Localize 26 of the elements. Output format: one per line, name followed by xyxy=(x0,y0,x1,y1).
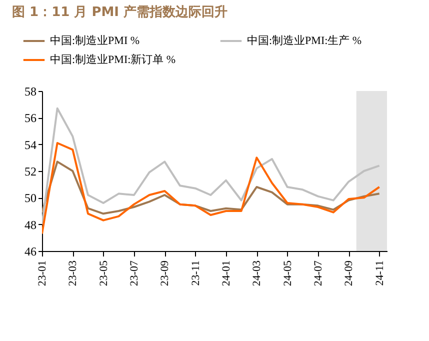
x-tick-label: 23-05 xyxy=(98,260,110,286)
x-tick-label: 24-03 xyxy=(251,260,264,286)
y-tick-label: 48 xyxy=(24,218,36,232)
legend-label: 中国:制造业PMI:新订单 % xyxy=(50,53,176,66)
chart-title: 图 1：11 月 PMI 产需指数边际回升 xyxy=(12,4,228,20)
y-tick-label: 58 xyxy=(24,84,36,98)
y-tick-label: 52 xyxy=(24,164,36,178)
x-tick-label: 24-11 xyxy=(374,260,386,286)
x-tick-label: 24-01 xyxy=(220,260,232,286)
legend-label: 中国:制造业PMI % xyxy=(50,34,140,47)
y-tick-label: 54 xyxy=(24,138,36,152)
x-tick-label: 23-01 xyxy=(36,260,48,286)
x-tick-label: 24-09 xyxy=(343,260,356,286)
line-series xyxy=(42,142,380,235)
legend-label: 中国:制造业PMI:生产 % xyxy=(247,34,362,47)
x-tick-label: 24-07 xyxy=(312,260,324,286)
y-tick-label: 56 xyxy=(24,111,36,126)
y-tick-label: 46 xyxy=(24,244,36,258)
x-tick-label: 24-05 xyxy=(282,260,294,286)
y-tick-label: 50 xyxy=(24,191,36,206)
x-tick-label: 23-07 xyxy=(128,260,140,286)
x-tick-label: 23-11 xyxy=(190,260,202,286)
line-series xyxy=(42,160,380,215)
x-tick-label: 23-09 xyxy=(159,260,172,286)
x-tick-label: 23-03 xyxy=(67,260,80,286)
line-series xyxy=(42,107,380,226)
